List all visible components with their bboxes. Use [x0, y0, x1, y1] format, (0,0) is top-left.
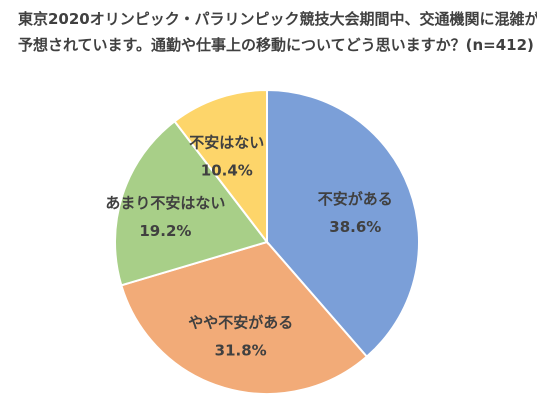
chart-title-line-2: 予想されています。通勤や仕事上の移動についてどう思いますか？(n=412): [18, 36, 534, 54]
slice-not-very-anxious: [114, 119, 269, 287]
label-not-anxious-value: 10.4%: [201, 162, 253, 180]
label-anxious-value: 38.6%: [329, 218, 381, 236]
label-not-very-anxious-text: あまり不安はない: [105, 194, 225, 212]
label-not-anxious-text: 不安はない: [189, 134, 264, 152]
chart-title-line-1: 東京2020オリンピック・パラリンピック競技大会期間中、交通機関に混雑が: [18, 10, 537, 28]
slice-not-anxious: [173, 88, 268, 245]
label-somewhat-anxious-value: 31.8%: [215, 342, 267, 360]
label-not-very-anxious-value: 19.2%: [139, 222, 191, 240]
chart-title: 東京2020オリンピック・パラリンピック競技大会期間中、交通機関に混雑が 予想さ…: [18, 6, 537, 58]
slice-somewhat-anxious: [120, 240, 369, 395]
label-somewhat-anxious-text: やや不安がある: [188, 314, 293, 332]
slice-anxious: [266, 88, 420, 359]
label-anxious-text: 不安がある: [318, 190, 393, 208]
